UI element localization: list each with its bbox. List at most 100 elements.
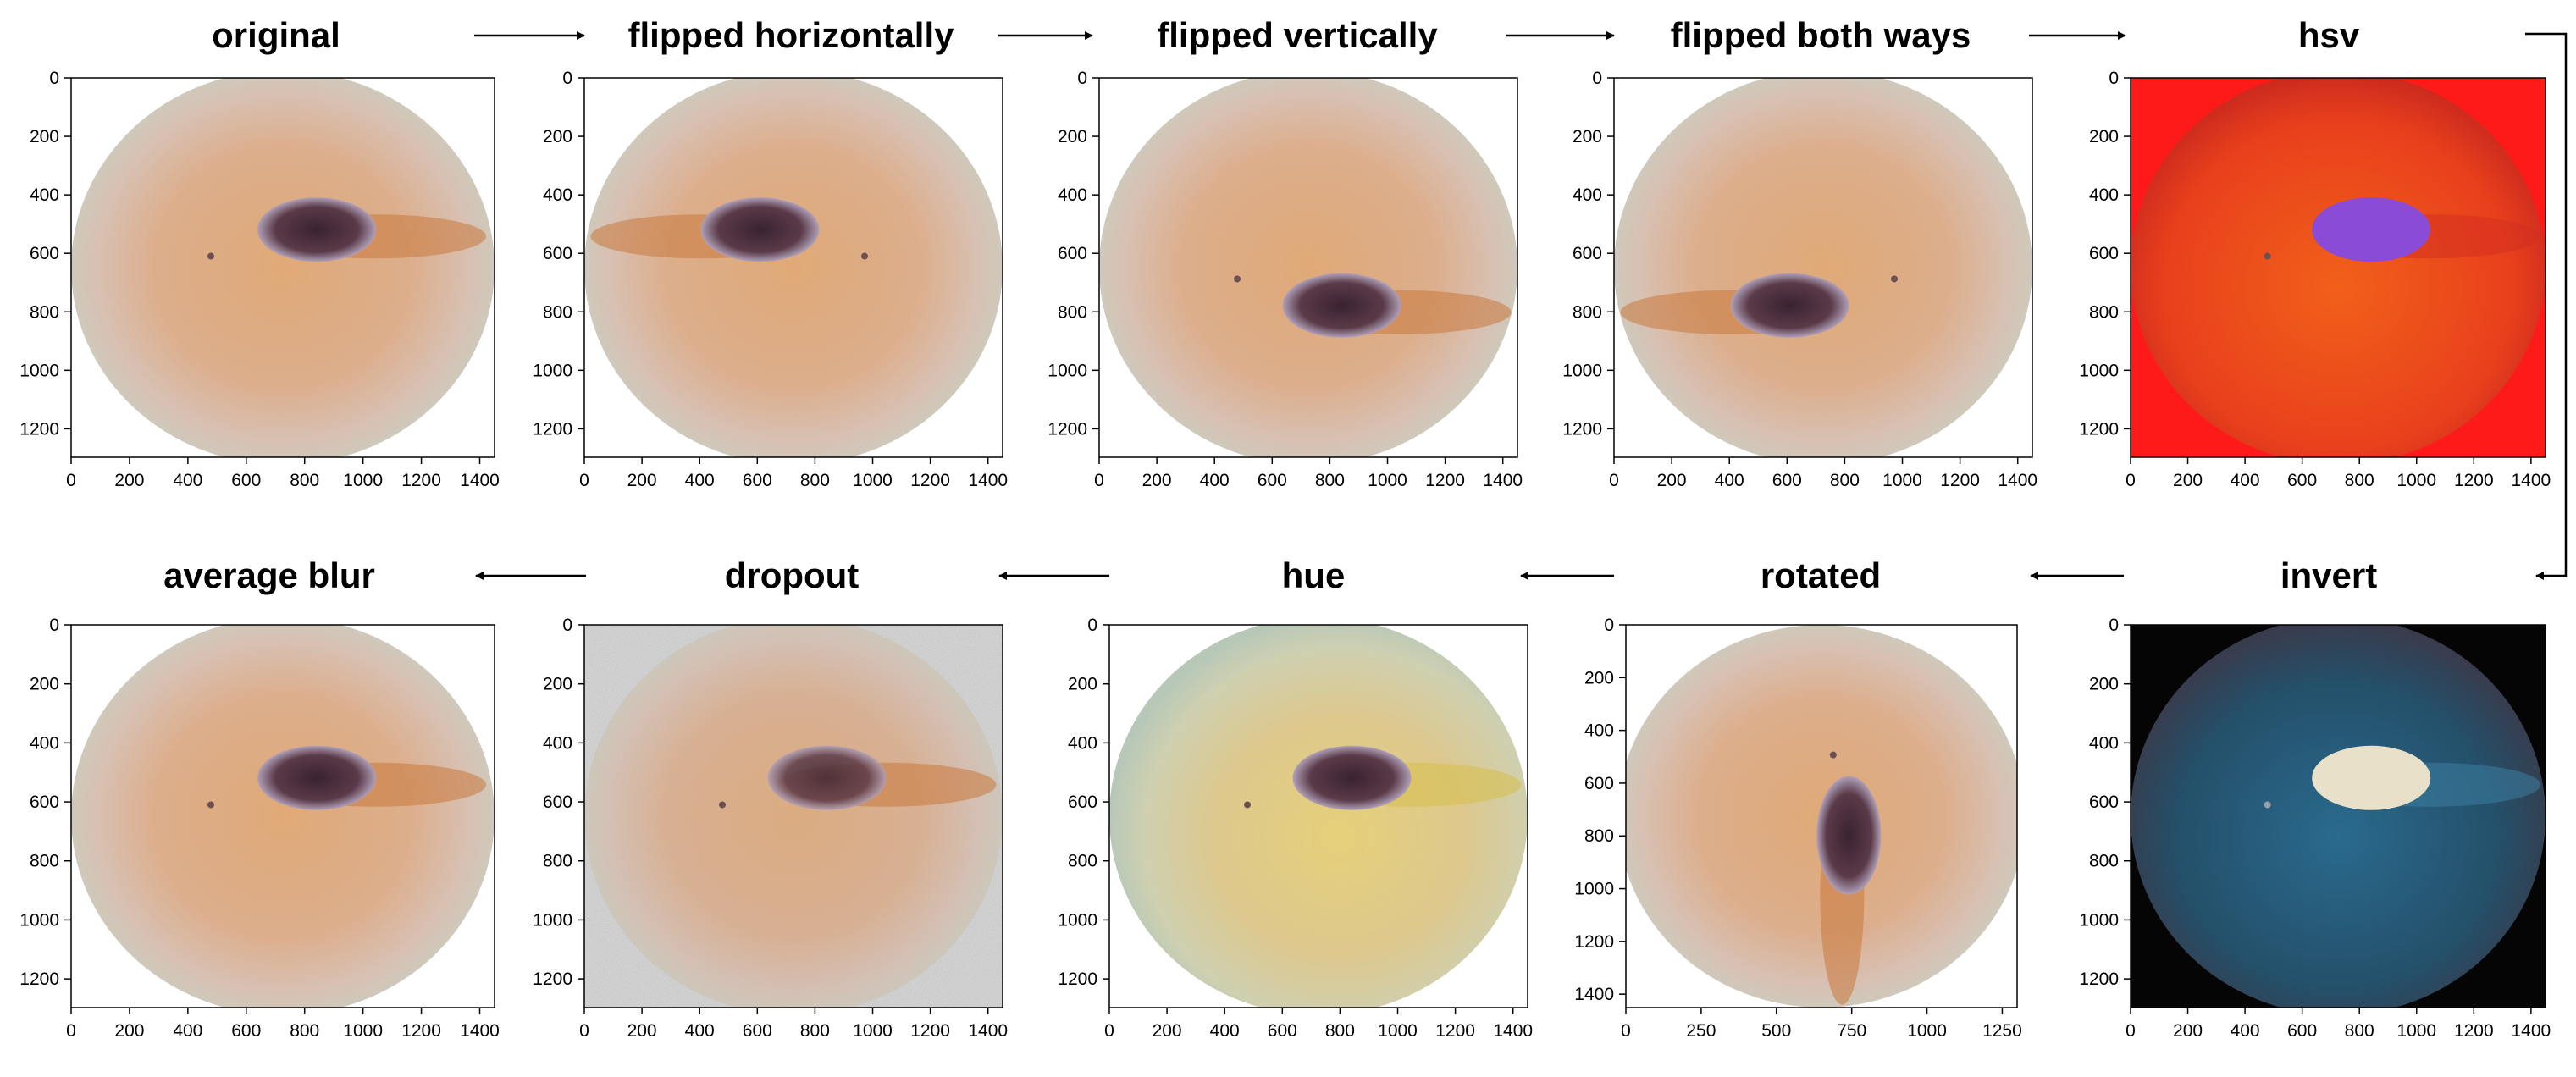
y-tick-label: 200 <box>543 675 572 694</box>
x-tick-label: 0 <box>1621 1021 1631 1041</box>
axes-frame <box>1613 77 2033 458</box>
lesion <box>1816 776 1882 1005</box>
panel-title: original <box>212 15 340 55</box>
y-tick-label: 1000 <box>2079 361 2119 380</box>
x-tick-label: 800 <box>2345 1021 2374 1041</box>
y-tick-label: 600 <box>1573 244 1602 263</box>
panels: original 0 200 400 600 800 1000 1200 1400 0 200 400… <box>19 15 2551 1041</box>
augmented-image <box>71 78 495 457</box>
y-tick-label: 600 <box>30 244 59 263</box>
lesion <box>1620 273 1849 338</box>
lesion <box>2312 745 2541 810</box>
x-tick-label: 0 <box>2125 1021 2136 1041</box>
x-tick-label: 0 <box>66 1021 76 1041</box>
panel-title: hue <box>1282 555 1346 595</box>
y-tick-label: 1200 <box>19 419 59 439</box>
lesion <box>1282 273 1512 338</box>
y-tick-label: 800 <box>1058 302 1087 322</box>
y-tick-label: 800 <box>2089 852 2119 871</box>
x-tick-label: 1400 <box>968 1021 1008 1041</box>
y-tick-label: 600 <box>543 244 572 263</box>
panel-average-blur: average blur 0 200 400 600 800 1000 1200 1400 0 20… <box>19 555 500 1041</box>
x-tick-label: 400 <box>1200 471 1230 490</box>
x-tick-label: 1400 <box>968 471 1008 490</box>
y-tick-label: 200 <box>2089 127 2119 146</box>
x-tick-label: 1400 <box>460 471 500 490</box>
augmented-image <box>1109 625 1528 1008</box>
x-tick-label: 1200 <box>910 471 950 490</box>
panel-title: average blur <box>163 555 375 595</box>
x-tick-label: 400 <box>173 1021 202 1041</box>
x-tick-label: 200 <box>114 1021 144 1041</box>
x-tick-label: 200 <box>2173 1021 2203 1041</box>
x-tick-label: 1200 <box>2454 1021 2494 1041</box>
skin-disc <box>2131 625 2546 1008</box>
axes-frame <box>1098 77 1518 458</box>
x-tick-label: 600 <box>231 1021 261 1041</box>
skin-disc <box>2131 78 2546 457</box>
axes-frame <box>583 624 1003 1008</box>
panel-title: rotated <box>1761 555 1881 595</box>
y-tick-label: 1000 <box>19 361 59 380</box>
lesion <box>257 197 486 262</box>
axes-frame <box>2130 624 2546 1008</box>
augmented-image <box>1626 625 2017 1008</box>
x-tick-label: 800 <box>290 471 319 490</box>
x-tick-label: 200 <box>627 471 657 490</box>
skin-disc <box>71 78 495 457</box>
panel-flipped-horizontally: flipped horizontally 0 200 400 600 800 1000 120… <box>533 15 1008 490</box>
panel-invert: invert 0 200 400 600 800 1000 1200 1400 0 200 400 60… <box>2079 555 2551 1041</box>
y-tick-label: 0 <box>1087 616 1097 635</box>
y-tick-label: 1400 <box>1574 985 1614 1004</box>
x-tick-label: 1000 <box>2396 471 2436 490</box>
y-tick-label: 0 <box>2109 69 2119 88</box>
x-tick-label: 400 <box>1715 471 1744 490</box>
y-tick-label: 0 <box>562 616 572 635</box>
x-tick-label: 1000 <box>1882 471 1922 490</box>
x-tick-label: 0 <box>1609 471 1619 490</box>
x-tick-label: 200 <box>114 471 144 490</box>
lesion <box>590 197 820 262</box>
y-tick-label: 0 <box>1077 69 1087 88</box>
y-tick-label: 0 <box>562 69 572 88</box>
y-tick-label: 800 <box>30 302 59 322</box>
x-tick-label: 400 <box>685 1021 715 1041</box>
lesion <box>257 745 486 810</box>
y-tick-label: 1200 <box>1048 419 1087 439</box>
augmented-image <box>71 625 495 1008</box>
axes-frame <box>70 624 495 1008</box>
y-tick-label: 600 <box>1058 244 1087 263</box>
x-tick-label: 1000 <box>2396 1021 2436 1041</box>
y-tick-label: 400 <box>2089 185 2119 205</box>
lesion <box>767 745 997 810</box>
x-tick-label: 750 <box>1837 1021 1866 1041</box>
x-tick-label: 0 <box>1094 471 1104 490</box>
x-tick-label: 1400 <box>1483 471 1523 490</box>
x-tick-label: 1200 <box>1425 471 1465 490</box>
y-tick-label: 1200 <box>533 419 572 439</box>
x-tick-label: 400 <box>173 471 202 490</box>
x-tick-label: 0 <box>66 471 76 490</box>
y-tick-label: 1000 <box>19 910 59 930</box>
y-tick-label: 1200 <box>1574 932 1614 952</box>
dark-spot <box>207 801 214 809</box>
panel-flipped-both-ways: flipped both ways 0 200 400 600 800 1000 1200 14… <box>1562 15 2037 490</box>
skin-disc <box>584 78 1003 457</box>
y-tick-label: 600 <box>543 793 572 812</box>
y-tick-label: 800 <box>1068 852 1097 871</box>
x-tick-label: 200 <box>1142 471 1172 490</box>
skin-disc <box>1109 625 1528 1008</box>
augmented-image <box>2131 78 2546 457</box>
arrow-hsv-to-invert <box>2525 32 2568 580</box>
y-tick-label: 1000 <box>2079 910 2119 930</box>
y-tick-label: 200 <box>543 127 572 146</box>
panel-title: hsv <box>2298 15 2360 55</box>
x-tick-label: 1200 <box>401 471 441 490</box>
x-tick-label: 1000 <box>853 1021 893 1041</box>
x-tick-label: 0 <box>2125 471 2136 490</box>
y-tick-label: 400 <box>543 733 572 753</box>
y-tick-label: 200 <box>30 127 59 146</box>
y-tick-label: 1000 <box>533 361 572 380</box>
x-tick-label: 1000 <box>1907 1021 1947 1041</box>
